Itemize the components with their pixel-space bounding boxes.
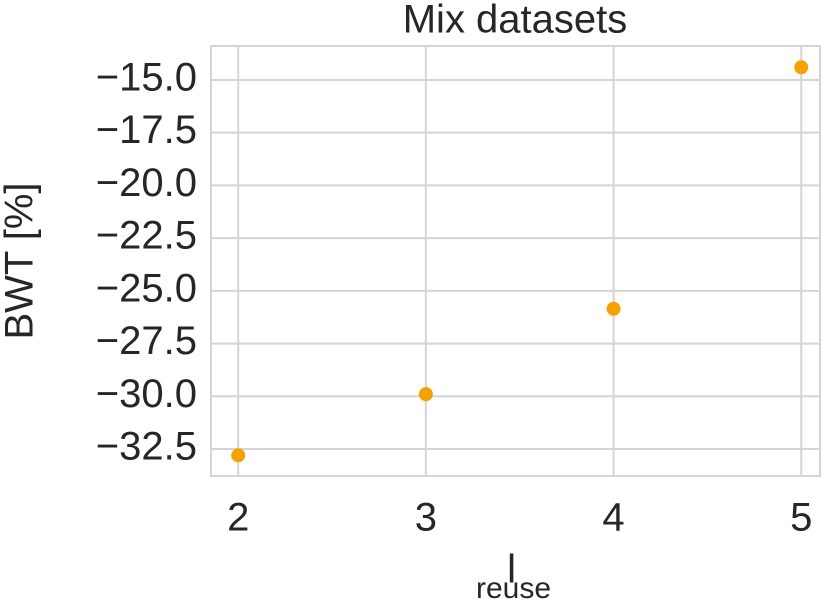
y-tick-label: −25.0 xyxy=(96,266,197,310)
x-tick-label: 2 xyxy=(227,496,249,540)
x-tick-label: 4 xyxy=(602,496,624,540)
point xyxy=(606,301,621,316)
point xyxy=(794,60,809,75)
plot-frame xyxy=(210,45,821,477)
y-tick-label: −32.5 xyxy=(96,425,197,469)
chart-title: Mix datasets xyxy=(403,0,628,42)
y-tick-label: −15.0 xyxy=(96,56,197,100)
y-axis-label: BWT [%] xyxy=(0,182,42,339)
y-tick-label: −27.5 xyxy=(96,319,197,363)
point xyxy=(231,448,246,463)
y-tick-label: −17.5 xyxy=(96,108,197,152)
y-tick-label: −20.0 xyxy=(96,161,197,205)
y-tick-label: −30.0 xyxy=(96,372,197,416)
x-tick-label: 3 xyxy=(415,496,437,540)
x-axis-label-subscript: reuse xyxy=(476,572,551,605)
y-tick-label: −22.5 xyxy=(96,214,197,258)
x-tick-label: 5 xyxy=(790,496,812,540)
x-axis-label: l xyxy=(507,548,516,592)
point xyxy=(418,387,433,402)
